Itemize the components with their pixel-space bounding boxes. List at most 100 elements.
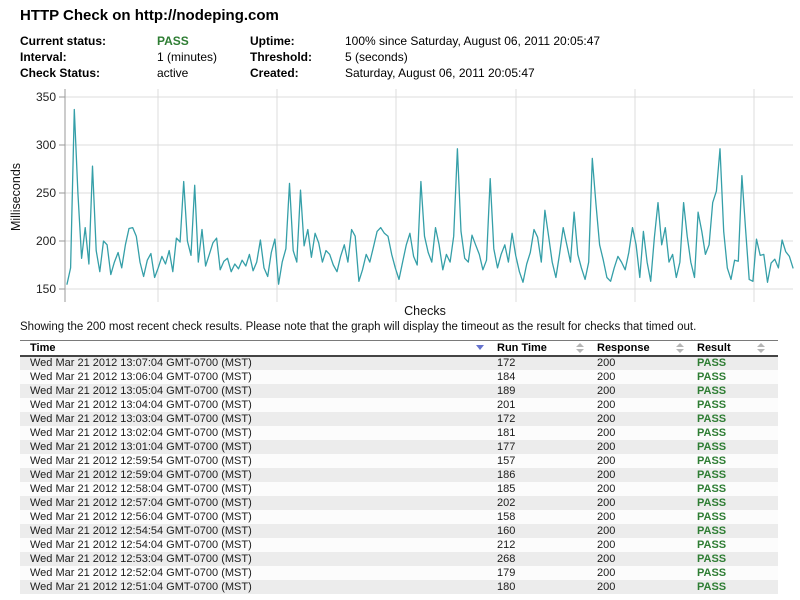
cell-response: 200 [597, 482, 616, 495]
check-status-value: active [157, 66, 189, 80]
column-label-time: Time [30, 341, 56, 354]
uptime-label: Uptime: [250, 34, 295, 48]
cell-run-time: 160 [497, 524, 516, 537]
table-row: Wed Mar 21 2012 13:03:04 GMT-0700 (MST) 1… [20, 411, 778, 426]
results-note: Showing the 200 most recent check result… [20, 321, 697, 333]
column-label-result: Result [697, 341, 731, 354]
cell-time: Wed Mar 21 2012 12:56:04 GMT-0700 (MST) [30, 510, 252, 523]
column-header-result[interactable]: Result [697, 341, 778, 356]
cell-run-time: 185 [497, 482, 516, 495]
cell-result: PASS [697, 580, 727, 593]
created-label: Created: [250, 66, 299, 80]
table-row: Wed Mar 21 2012 12:57:04 GMT-0700 (MST) 2… [20, 495, 778, 510]
cell-response: 200 [597, 580, 616, 593]
cell-time: Wed Mar 21 2012 12:58:04 GMT-0700 (MST) [30, 482, 252, 495]
current-status-value: PASS [157, 34, 189, 48]
table-row: Wed Mar 21 2012 12:52:04 GMT-0700 (MST) 1… [20, 565, 778, 580]
svg-text:250: 250 [36, 186, 56, 200]
cell-result: PASS [697, 482, 727, 495]
created-value: Saturday, August 06, 2011 20:05:47 [345, 66, 535, 80]
table-row: Wed Mar 21 2012 12:59:54 GMT-0700 (MST) 1… [20, 453, 778, 468]
x-axis-label: Checks [404, 304, 446, 318]
table-row: Wed Mar 21 2012 12:54:04 GMT-0700 (MST) 2… [20, 537, 778, 552]
cell-response: 200 [597, 384, 616, 397]
column-header-time[interactable]: Time [20, 341, 497, 356]
column-header-run-time[interactable]: Run Time [497, 341, 597, 356]
cell-result: PASS [697, 524, 727, 537]
cell-result: PASS [697, 426, 727, 439]
cell-time: Wed Mar 21 2012 12:54:54 GMT-0700 (MST) [30, 524, 252, 537]
cell-time: Wed Mar 21 2012 12:51:04 GMT-0700 (MST) [30, 580, 252, 593]
page-title: HTTP Check on http://nodeping.com [20, 7, 279, 24]
cell-response: 200 [597, 566, 616, 579]
cell-result: PASS [697, 538, 727, 551]
cell-run-time: 201 [497, 398, 516, 411]
response-time-chart: 150 200 250 300 350 Milliseconds Checks [9, 89, 794, 318]
cell-run-time: 172 [497, 357, 516, 369]
cell-result: PASS [697, 566, 727, 579]
cell-time: Wed Mar 21 2012 13:07:04 GMT-0700 (MST) [30, 357, 252, 369]
cell-time: Wed Mar 21 2012 13:05:04 GMT-0700 (MST) [30, 384, 252, 397]
cell-time: Wed Mar 21 2012 13:01:04 GMT-0700 (MST) [30, 440, 252, 453]
cell-run-time: 202 [497, 496, 516, 509]
cell-result: PASS [697, 398, 727, 411]
cell-result: PASS [697, 552, 727, 565]
table-row: Wed Mar 21 2012 13:01:04 GMT-0700 (MST) 1… [20, 439, 778, 454]
status-panel: Current status: PASS Uptime: 100% since … [20, 33, 800, 81]
cell-response: 200 [597, 398, 616, 411]
sort-desc-icon[interactable] [476, 345, 484, 351]
results-table: Time Run Time Response Result [20, 340, 778, 594]
cell-run-time: 157 [497, 454, 516, 467]
cell-run-time: 177 [497, 440, 516, 453]
table-row: Wed Mar 21 2012 13:07:04 GMT-0700 (MST) 1… [20, 355, 778, 370]
cell-response: 200 [597, 538, 616, 551]
cell-result: PASS [697, 454, 727, 467]
cell-response: 200 [597, 370, 616, 383]
table-row: Wed Mar 21 2012 13:02:04 GMT-0700 (MST) 1… [20, 425, 778, 440]
interval-value: 1 (minutes) [157, 50, 218, 64]
cell-time: Wed Mar 21 2012 12:59:04 GMT-0700 (MST) [30, 468, 252, 481]
cell-run-time: 184 [497, 370, 516, 383]
check-status-label: Check Status: [20, 66, 101, 80]
cell-result: PASS [697, 370, 727, 383]
cell-run-time: 189 [497, 384, 516, 397]
cell-run-time: 181 [497, 426, 516, 439]
cell-result: PASS [697, 468, 727, 481]
cell-time: Wed Mar 21 2012 13:06:04 GMT-0700 (MST) [30, 370, 252, 383]
cell-time: Wed Mar 21 2012 13:04:04 GMT-0700 (MST) [30, 398, 252, 411]
results-table-body: Wed Mar 21 2012 13:07:04 GMT-0700 (MST) 1… [20, 355, 778, 594]
svg-text:350: 350 [36, 90, 56, 104]
cell-run-time: 186 [497, 468, 516, 481]
cell-response: 200 [597, 510, 616, 523]
cell-result: PASS [697, 357, 727, 369]
cell-response: 200 [597, 440, 616, 453]
sort-icon[interactable] [576, 342, 584, 353]
threshold-value: 5 (seconds) [345, 50, 408, 64]
cell-response: 200 [597, 468, 616, 481]
cell-run-time: 268 [497, 552, 516, 565]
table-row: Wed Mar 21 2012 12:58:04 GMT-0700 (MST) 1… [20, 481, 778, 496]
cell-time: Wed Mar 21 2012 13:03:04 GMT-0700 (MST) [30, 412, 252, 425]
cell-response: 200 [597, 357, 616, 369]
table-row: Wed Mar 21 2012 12:59:04 GMT-0700 (MST) 1… [20, 467, 778, 482]
cell-time: Wed Mar 21 2012 12:57:04 GMT-0700 (MST) [30, 496, 252, 509]
column-label-response: Response [597, 341, 650, 354]
cell-time: Wed Mar 21 2012 12:59:54 GMT-0700 (MST) [30, 454, 252, 467]
cell-run-time: 212 [497, 538, 516, 551]
cell-run-time: 180 [497, 580, 516, 593]
sort-icon[interactable] [757, 342, 765, 353]
y-axis-label: Milliseconds [9, 163, 23, 231]
cell-run-time: 179 [497, 566, 516, 579]
cell-response: 200 [597, 552, 616, 565]
cell-time: Wed Mar 21 2012 12:52:04 GMT-0700 (MST) [30, 566, 252, 579]
table-header-row: Time Run Time Response Result [20, 340, 778, 356]
column-header-response[interactable]: Response [597, 341, 697, 356]
cell-response: 200 [597, 412, 616, 425]
svg-text:200: 200 [36, 234, 56, 248]
svg-text:150: 150 [36, 282, 56, 296]
cell-response: 200 [597, 524, 616, 537]
sort-icon[interactable] [676, 342, 684, 353]
current-status-label: Current status: [20, 34, 107, 48]
cell-run-time: 158 [497, 510, 516, 523]
cell-time: Wed Mar 21 2012 12:53:04 GMT-0700 (MST) [30, 552, 252, 565]
